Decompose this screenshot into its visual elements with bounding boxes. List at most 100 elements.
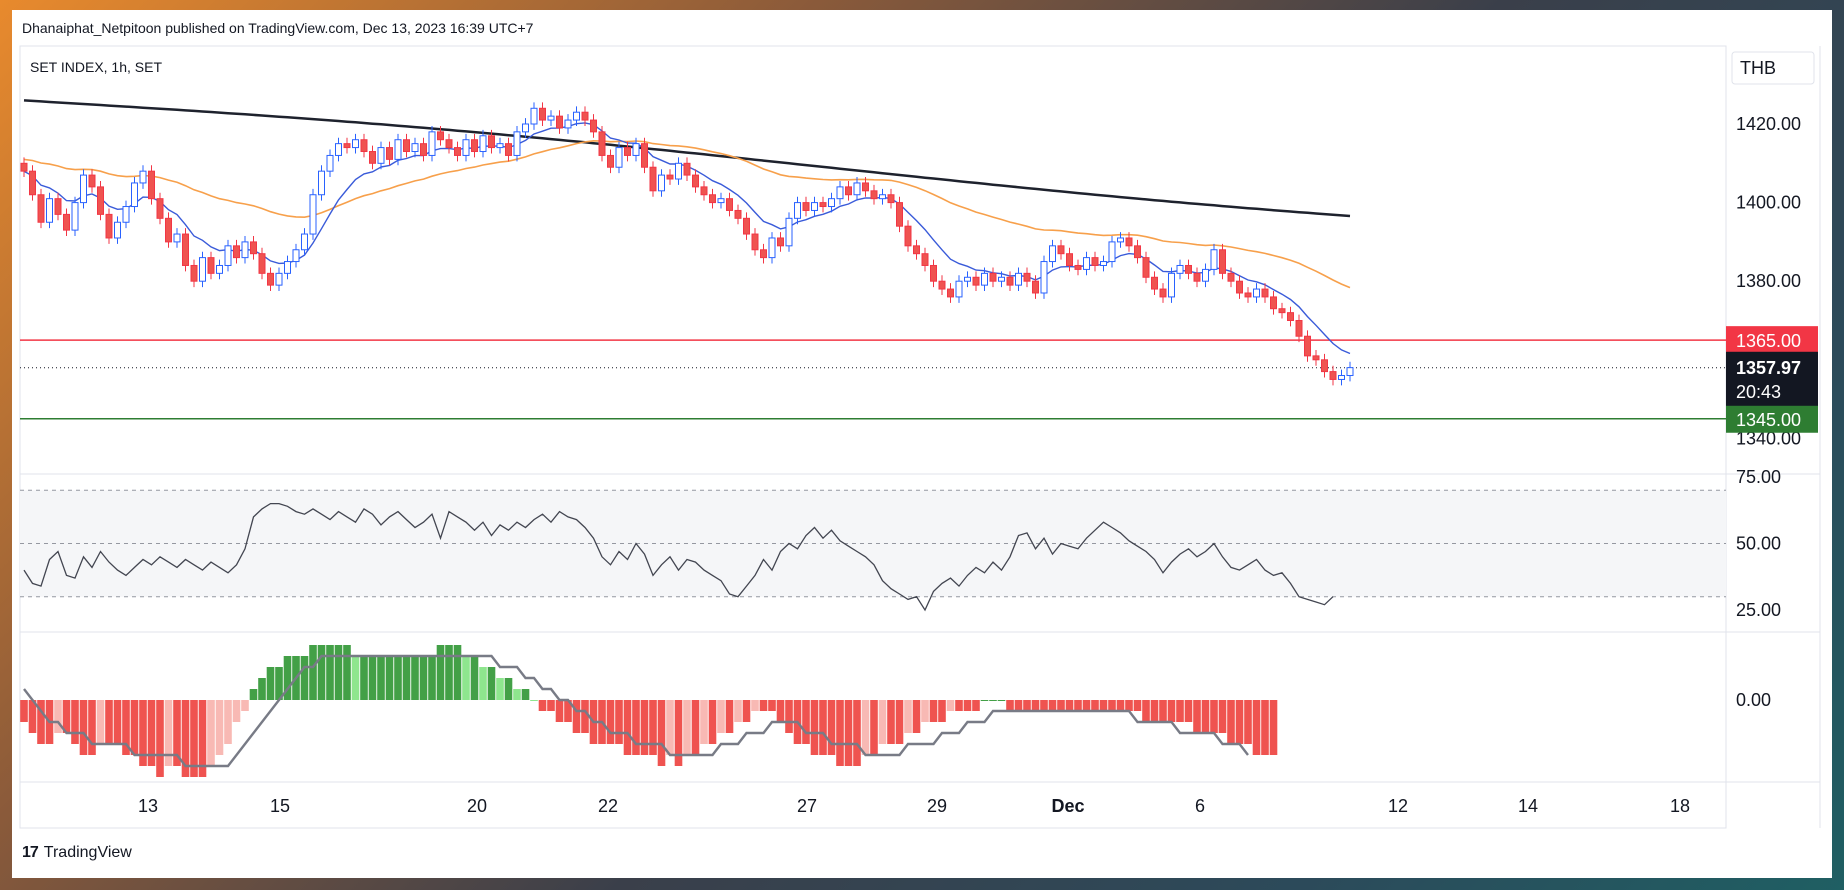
macd-histogram-bar [113, 700, 122, 744]
candle-body [267, 272, 274, 286]
candle-body [1032, 280, 1039, 294]
macd-histogram-bar [275, 667, 283, 700]
macd-histogram-bar [683, 700, 691, 755]
candle-body [122, 206, 130, 223]
candle-body [964, 276, 971, 282]
candle-body [802, 202, 810, 211]
candle-body [564, 119, 572, 129]
macd-histogram-bar [1014, 700, 1023, 711]
candle-body [700, 186, 708, 196]
candle-body [335, 143, 342, 156]
candle-body [156, 198, 164, 219]
candle-body [1006, 276, 1014, 286]
candle-body [675, 162, 682, 180]
candle-body [556, 115, 563, 129]
candle-body [1134, 245, 1141, 259]
candle-body [1142, 257, 1150, 278]
candle-body [233, 245, 240, 259]
macd-histogram-bar [300, 656, 309, 700]
time-tick-label: 22 [598, 796, 618, 816]
candle-body [182, 233, 189, 266]
candle-body [1295, 320, 1303, 337]
macd-histogram-bar [666, 700, 674, 755]
candle-body [1304, 335, 1311, 357]
bar-countdown-label: 20:43 [1736, 382, 1781, 402]
macd-histogram-bar [938, 700, 946, 722]
time-tick-label: 20 [467, 796, 487, 816]
macd-histogram-bar [428, 656, 436, 700]
moving-averages [23, 99, 1351, 355]
macd-histogram-bar [912, 700, 921, 733]
macd-histogram-bar [810, 700, 819, 755]
macd-histogram-bar [895, 700, 904, 744]
candle-body [1074, 264, 1082, 270]
candle-body [1227, 272, 1235, 282]
macd-histogram-bar [1006, 700, 1014, 711]
macd-histogram-bar [1099, 700, 1108, 711]
macd-histogram-bar [71, 700, 79, 744]
candle-body [148, 170, 155, 200]
candle-body [981, 272, 988, 286]
macd-histogram-bar [394, 656, 402, 700]
rsi-tick-label: 50.00 [1736, 534, 1781, 554]
candle-body [1015, 272, 1022, 286]
macd-histogram-bar [878, 700, 887, 744]
candle-body [1236, 280, 1243, 294]
candle-body [190, 264, 198, 282]
macd-histogram-bar [861, 700, 870, 755]
candle-body [1346, 367, 1354, 377]
macd-histogram-bar [377, 656, 385, 700]
macd-histogram-bar [402, 656, 411, 700]
candle-body [114, 221, 121, 239]
candle-body [88, 174, 96, 188]
candle-body [1261, 288, 1269, 298]
time-tick-label: 18 [1670, 796, 1690, 816]
macd-histogram-bar [317, 645, 326, 700]
macd-histogram-bar [844, 700, 853, 766]
candle-body [199, 257, 206, 282]
macd-histogram-bar [946, 700, 955, 711]
candle-body [1083, 257, 1090, 270]
candle-body [530, 107, 538, 125]
candle-body [539, 107, 546, 121]
candle-body [794, 202, 801, 219]
candle-body [913, 245, 920, 255]
tradingview-logo[interactable]: 17 TradingView [22, 844, 132, 862]
candle-body [658, 174, 665, 192]
macd-histogram-bar [309, 645, 317, 700]
macd-histogram-bar [904, 700, 912, 733]
candle-body [726, 198, 733, 211]
macd-histogram-bar [1116, 700, 1125, 711]
symbol-title: SET INDEX, 1h, SET [30, 59, 162, 75]
macd-indicator [20, 645, 1278, 777]
candle-body [420, 143, 427, 156]
macd-histogram-bar [887, 700, 895, 744]
macd-histogram-bar [1150, 700, 1159, 722]
candle-body [547, 115, 555, 121]
candle-body [590, 119, 597, 133]
macd-histogram-bar [776, 700, 785, 722]
candle-body [428, 131, 436, 156]
macd-histogram-bar [224, 700, 232, 744]
macd-histogram-bar [1201, 700, 1210, 733]
macd-histogram-bar [1269, 700, 1278, 755]
macd-histogram-bar [513, 689, 521, 700]
macd-histogram-bar [657, 700, 666, 766]
resistance-price-label: 1365.00 [1736, 331, 1801, 351]
macd-histogram-bar [130, 700, 139, 755]
time-tick-label: Dec [1051, 796, 1084, 816]
candle-body [71, 202, 79, 231]
macd-histogram-bar [742, 700, 751, 722]
currency-selector[interactable]: THB [1731, 51, 1815, 85]
candle-body [352, 139, 359, 149]
candle-body [1193, 272, 1201, 282]
time-tick-label: 15 [270, 796, 290, 816]
candle-body [20, 162, 28, 172]
chart-card [12, 10, 1832, 878]
candle-body [1202, 268, 1209, 282]
candle-body [1244, 292, 1252, 298]
macd-histogram-bar [496, 678, 504, 700]
macd-histogram-bar [351, 656, 360, 700]
candle-body [1329, 371, 1337, 380]
